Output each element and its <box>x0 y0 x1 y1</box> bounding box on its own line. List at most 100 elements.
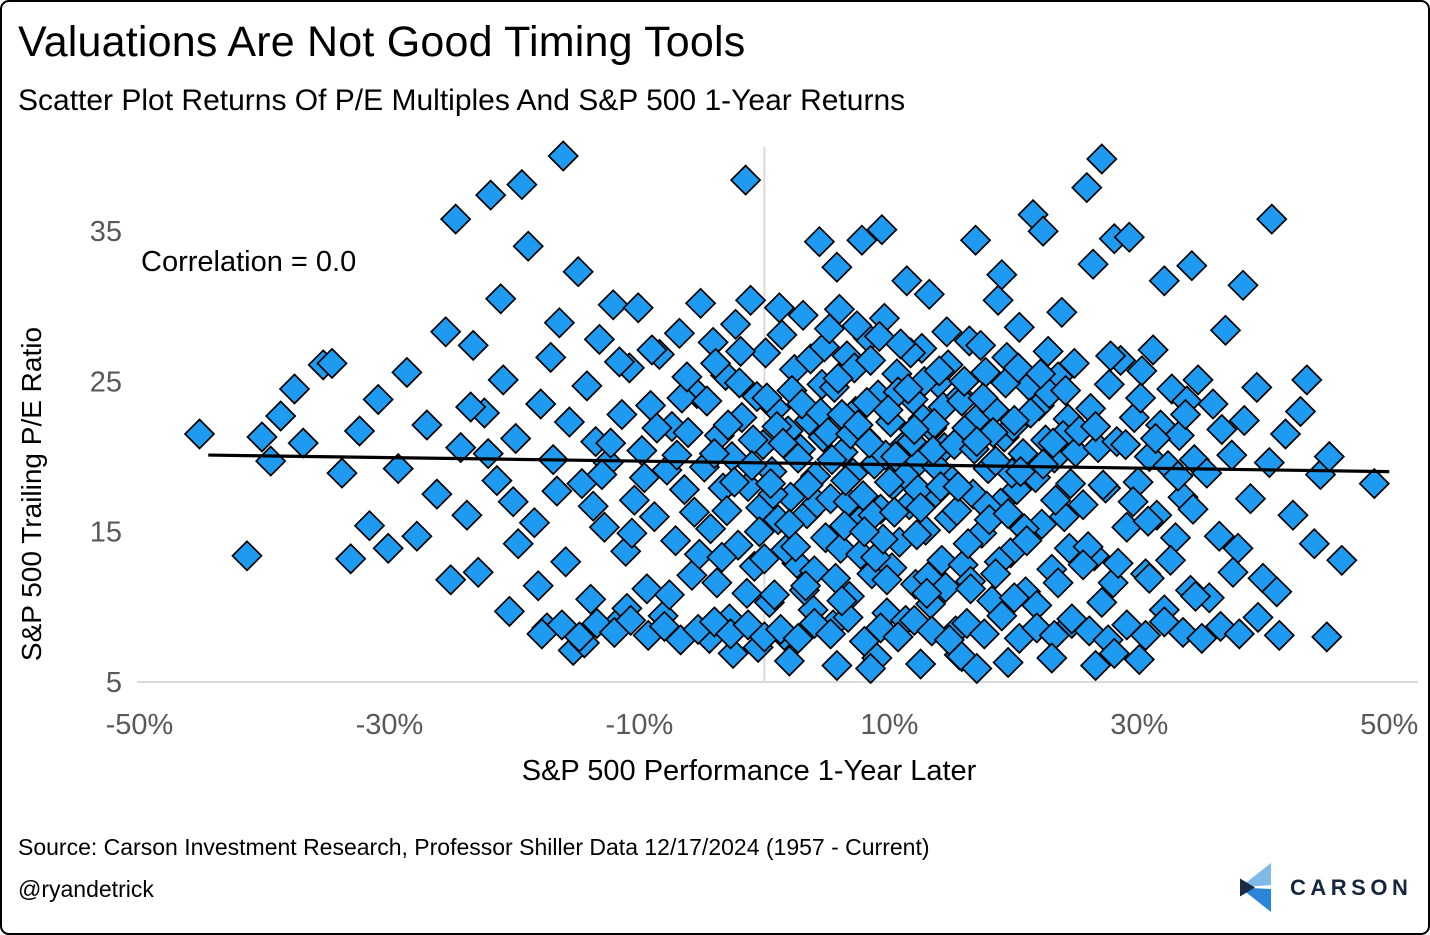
data-point-diamond <box>622 292 654 324</box>
data-point-diamond <box>954 573 987 605</box>
data-point-diamond <box>457 329 489 362</box>
page-subtitle: Scatter Plot Returns Of P/E Multiples An… <box>18 84 906 117</box>
data-point-diamond <box>429 316 462 348</box>
logo-top-triangle <box>1240 863 1271 888</box>
data-point-diamond <box>231 540 263 572</box>
data-point-diamond <box>904 648 937 680</box>
logo-navy-triangle <box>1240 878 1255 897</box>
data-point-diamond <box>891 265 923 297</box>
data-point-diamond <box>789 570 822 602</box>
data-point-diamond <box>1094 340 1127 372</box>
data-point-diamond <box>1024 358 1057 390</box>
data-point-diamond <box>1256 203 1288 235</box>
data-point-diamond <box>1159 521 1192 554</box>
data-point-diamond <box>1039 484 1072 516</box>
x-tick-label: -10% <box>606 709 674 741</box>
data-point-diamond <box>1037 427 1069 459</box>
data-point-diamond <box>1109 428 1142 461</box>
data-point-diamond <box>816 443 848 476</box>
data-point-diamond <box>986 600 1018 632</box>
data-point-diamond <box>749 337 782 369</box>
data-point-diamond <box>382 452 414 485</box>
data-point-diamond <box>1011 524 1043 557</box>
data-point-diamond <box>1067 488 1099 521</box>
data-point-diamond <box>421 478 453 510</box>
data-point-diamond <box>1176 249 1208 282</box>
data-point-diamond <box>571 370 603 402</box>
x-tick-label: -30% <box>356 709 424 741</box>
data-point-diamond <box>968 618 1001 650</box>
source-text: Source: Carson Investment Research, Prof… <box>18 834 930 860</box>
data-point-diamond <box>884 328 917 360</box>
x-tick-label: 10% <box>860 709 918 741</box>
data-point-diamond <box>829 464 862 497</box>
data-point-diamond <box>1223 618 1256 650</box>
twitter-handle: @ryandetrick <box>18 876 154 902</box>
data-point-diamond <box>316 347 348 380</box>
data-point-diamond <box>821 649 853 682</box>
data-point-diamond <box>842 409 874 441</box>
x-tick-label: 50% <box>1360 709 1418 741</box>
data-point-diamond <box>1058 347 1091 380</box>
data-point-diamond <box>353 509 386 542</box>
page-title: Valuations Are Not Good Timing Tools <box>18 18 746 66</box>
data-point-diamond <box>1027 215 1059 247</box>
correlation-annotation: Correlation = 0.0 <box>141 246 357 278</box>
data-point-diamond <box>964 329 997 362</box>
data-point-diamond <box>684 287 717 320</box>
data-point-diamond <box>766 319 798 351</box>
carson-logo-icon <box>1240 863 1271 912</box>
data-point-diamond <box>724 335 757 368</box>
data-point-diamond <box>1311 621 1343 653</box>
data-point-diamond <box>487 364 519 396</box>
data-point-diamond <box>334 543 367 575</box>
data-point-diamond <box>694 512 727 545</box>
data-point-diamond <box>512 230 544 262</box>
data-point-diamond <box>1186 622 1218 655</box>
data-point-diamond <box>814 618 847 650</box>
data-point-diamond <box>931 316 963 348</box>
data-point-diamond <box>603 346 636 378</box>
data-point-diamond <box>1124 382 1157 414</box>
data-point-diamond <box>672 416 704 449</box>
data-point-diamond <box>779 530 812 563</box>
data-point-diamond <box>1079 649 1112 682</box>
data-point-diamond <box>952 527 984 560</box>
trend-line <box>208 453 1390 474</box>
data-point-diamond <box>653 579 686 611</box>
data-point-diamond <box>1154 544 1187 577</box>
data-point-diamond <box>717 637 749 670</box>
data-point-diamond <box>1228 404 1261 437</box>
data-point-diamond <box>278 373 311 405</box>
data-point-diamond <box>1179 580 1212 613</box>
data-point-diamond <box>826 585 858 617</box>
data-point-diamond <box>1263 619 1296 652</box>
data-point-diamond <box>553 406 586 438</box>
data-point-diamond <box>671 361 703 393</box>
data-point-diamond <box>444 431 477 464</box>
data-point-diamond <box>723 367 756 399</box>
data-point-diamond <box>1137 334 1169 366</box>
data-point-diamond <box>343 415 376 447</box>
data-point-diamond <box>898 413 931 446</box>
data-point-diamond <box>1002 352 1034 384</box>
data-point-diamond <box>961 652 993 685</box>
data-point-diamond <box>699 347 732 380</box>
data-point-diamond <box>577 490 609 522</box>
data-point-diamond <box>941 494 973 527</box>
data-point-diamond <box>948 365 981 398</box>
data-point-diamond <box>823 293 856 326</box>
data-point-diamond <box>1203 520 1236 552</box>
data-point-diamond <box>803 225 836 258</box>
data-point-diamond <box>597 289 629 321</box>
data-point-diamond <box>736 449 768 482</box>
data-point-diamond <box>1049 374 1082 407</box>
data-point-diamond <box>434 564 467 596</box>
data-point-diamond <box>748 543 781 575</box>
data-point-diamond <box>522 570 554 602</box>
data-point-diamond <box>586 458 618 491</box>
y-axis-tick-labels: 5 15 25 35 <box>90 216 122 699</box>
data-point-diamond <box>484 283 517 315</box>
